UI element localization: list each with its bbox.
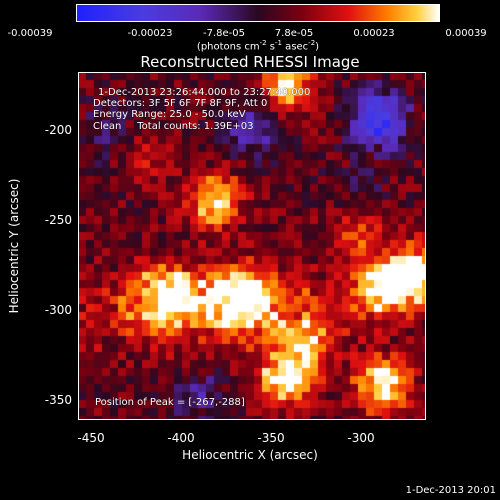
colorbar-tick: 7.8e-05 [274, 28, 314, 39]
y-axis-label: Heliocentric Y (arcsec) [7, 178, 21, 314]
chart-title: Reconstructed RHESSI Image [140, 53, 360, 71]
x-axis-label: Heliocentric X (arcsec) [182, 448, 318, 462]
y-tick-label: -350 [44, 393, 72, 407]
annotation-detectors: Detectors: 3F 5F 6F 7F 8F 9F, Att 0 [93, 98, 268, 109]
y-tick-label: -200 [44, 123, 72, 137]
x-tick-label: -300 [347, 431, 375, 445]
x-tick-label: -350 [257, 431, 285, 445]
heatmap-image [78, 72, 426, 420]
colorbar-tick: -0.00023 [127, 28, 173, 39]
annotation-peak-position: Position of Peak = [-267,-288] [95, 397, 245, 408]
colorbar-tick: 0.00023 [353, 28, 395, 39]
y-tick-label: -300 [44, 303, 72, 317]
colorbar [76, 4, 440, 22]
y-tick-label: -250 [44, 213, 72, 227]
datestamp: 1-Dec-2013 20:01 [405, 485, 496, 496]
colorbar-tick: -0.00039 [7, 28, 53, 39]
annotation-clean-counts: Clean Total counts: 1.39E+03 [93, 121, 254, 132]
x-tick-label: -450 [77, 431, 105, 445]
annotation-energy-range: Energy Range: 25.0 - 50.0 keV [93, 109, 246, 120]
colorbar-units: (photons cm-2 s-1 asec-2) [196, 39, 320, 53]
colorbar-tick: 0.00039 [445, 28, 487, 39]
x-tick-label: -400 [167, 431, 195, 445]
annotation-time-range: 1-Dec-2013 23:26:44.000 to 23:27:40.000 [98, 87, 311, 98]
colorbar-tick: -7.8e-05 [203, 28, 245, 39]
